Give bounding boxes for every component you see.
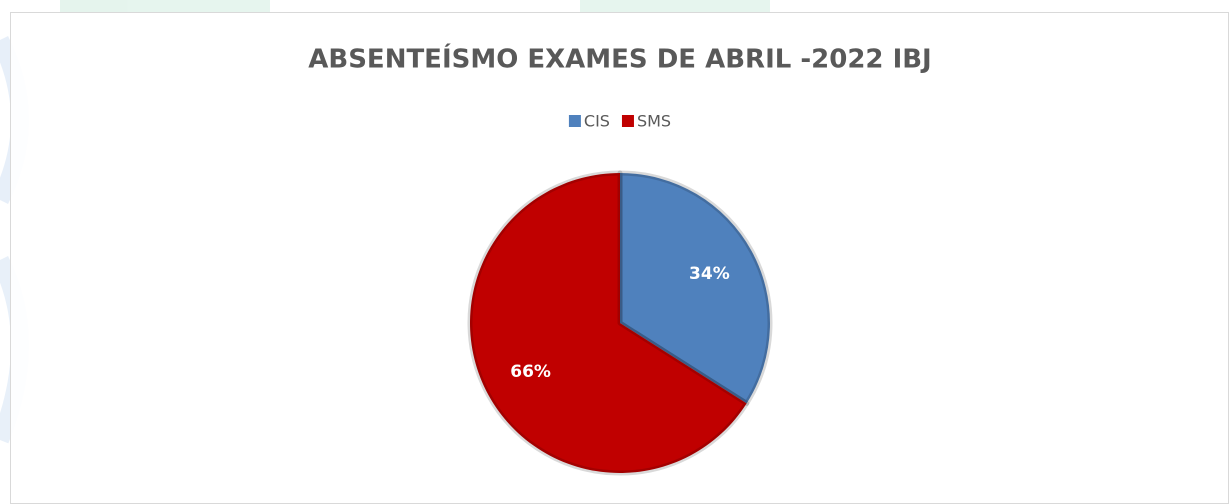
legend-swatch <box>568 115 581 127</box>
legend: CIS SMS <box>568 112 671 131</box>
data-label: 34% <box>689 264 730 284</box>
legend-swatch <box>621 115 634 127</box>
decoration-block <box>60 0 270 12</box>
decoration-block <box>580 0 770 12</box>
legend-label: SMS <box>637 112 671 131</box>
pie-slice <box>617 170 773 406</box>
legend-label: CIS <box>584 112 610 131</box>
pie-slice <box>467 170 750 476</box>
chart-title: ABSENTEÍSMO EXAMES DE ABRIL -2022 IBJ <box>308 43 931 75</box>
pie: 34% 66% <box>467 170 773 476</box>
data-label: 66% <box>510 362 551 382</box>
